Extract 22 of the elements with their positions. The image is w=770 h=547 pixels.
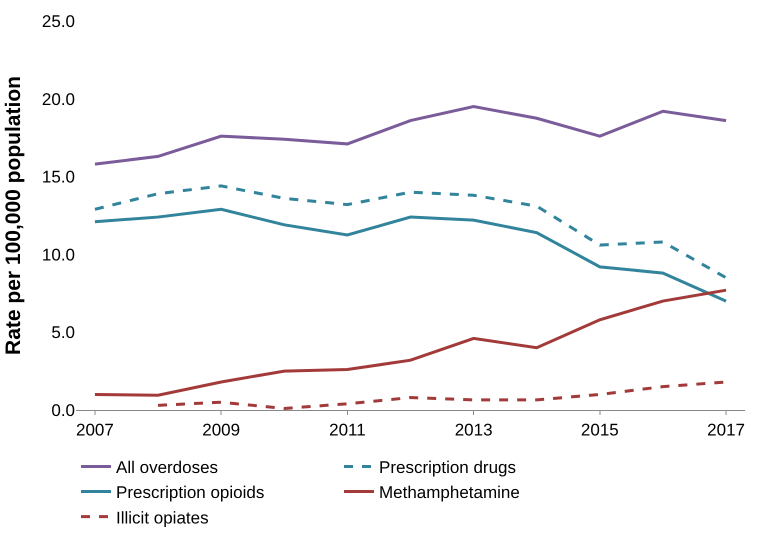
y-tick-label: 25.0	[42, 12, 75, 31]
line-series	[93, 208, 728, 303]
y-axis-title: Rate per 100,000 population	[2, 76, 26, 355]
y-tick-label: 20.0	[42, 90, 75, 109]
legend-label: Methamphetamine	[379, 483, 520, 502]
legend-label: All overdoses	[116, 458, 218, 478]
x-tick-label: 2017	[707, 420, 745, 440]
y-tick-label: 0.0	[51, 400, 75, 420]
x-tick-label: 2007	[76, 420, 114, 440]
x-tick-label: 2013	[454, 420, 493, 440]
y-tick-label: 10.0	[42, 245, 75, 264]
x-tick-label: 2011	[329, 420, 366, 440]
y-tick-label: 15.0	[42, 168, 75, 187]
legend-label: Prescription opioids	[116, 483, 264, 502]
line-series	[93, 184, 728, 280]
line-series	[93, 105, 728, 166]
line-series	[93, 288, 728, 397]
x-tick-label: 2015	[580, 420, 619, 440]
legend-label: Prescription drugs	[379, 458, 516, 478]
y-tick-label: 5.0	[51, 323, 75, 342]
x-tick-label: 2009	[202, 420, 240, 440]
legend-label: Illicit opiates	[116, 508, 209, 528]
